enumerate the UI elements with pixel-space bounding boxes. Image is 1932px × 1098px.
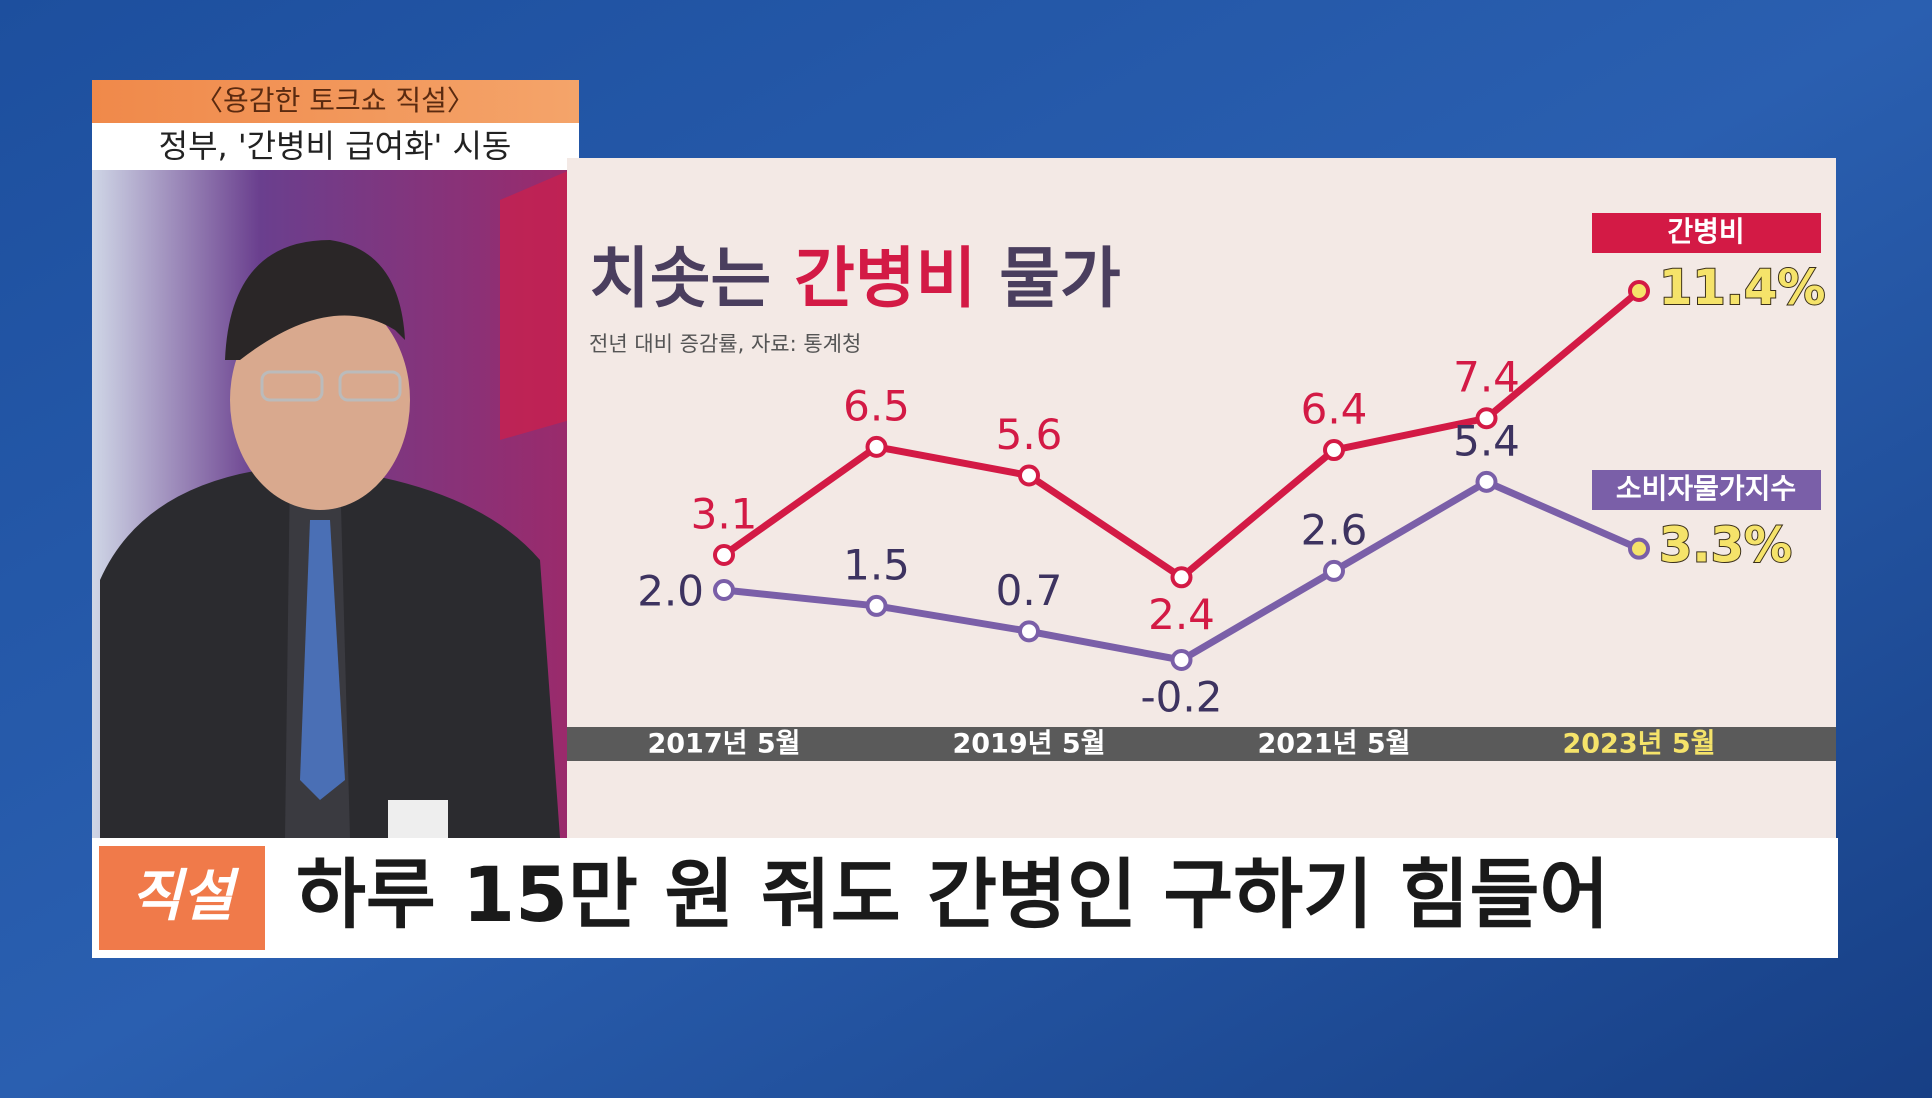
caption-bar (92, 838, 1838, 958)
value-label: 3.3% (1659, 518, 1792, 574)
value-label: 6.4 (1301, 385, 1368, 434)
data-point (1628, 280, 1650, 302)
value-label: 2.0 (637, 567, 704, 616)
value-label: 11.4% (1659, 260, 1826, 316)
data-point (1475, 407, 1498, 430)
x-tick-label: 2021년 5월 (1257, 729, 1410, 760)
x-axis-band (567, 727, 1836, 761)
caption-badge-text: 직설 (130, 864, 240, 929)
legend-label: 간병비 (1667, 215, 1744, 248)
data-point (1170, 649, 1193, 671)
data-point (1018, 620, 1040, 643)
value-label: 2.6 (1301, 505, 1368, 554)
legend-box (1592, 213, 1821, 253)
value-label: 5.6 (996, 410, 1063, 459)
data-point (1170, 566, 1193, 589)
data-point (713, 579, 735, 602)
data-point (1323, 559, 1345, 582)
data-point (1475, 470, 1498, 493)
data-point (1018, 464, 1040, 487)
value-label: 6.5 (843, 381, 910, 430)
caption-headline: 하루 15만 원 줘도 간병인 구하기 힘들어 (296, 850, 1609, 939)
data-point (713, 544, 735, 567)
studio-logo (500, 170, 570, 440)
chart-title: 치솟는 간병비 물가 (589, 240, 1121, 317)
caption-badge (99, 846, 265, 950)
x-tick-label: 2023년 5월 (1562, 729, 1715, 760)
data-point (1323, 439, 1345, 462)
legend-label: 소비자물가지수 (1616, 472, 1796, 505)
program-name: 〈용감한 토크쇼 직설〉 (195, 84, 475, 117)
data-point (865, 435, 888, 458)
x-tick-label: 2017년 5월 (647, 729, 800, 760)
program-tag (92, 80, 579, 123)
value-label: -0.2 (1141, 673, 1223, 722)
value-label: 0.7 (996, 566, 1063, 615)
data-point (865, 594, 888, 617)
data-point (1628, 537, 1650, 560)
value-label: 7.4 (1453, 353, 1520, 402)
value-label: 1.5 (843, 540, 910, 589)
topic-bar (92, 123, 579, 170)
value-label: 5.4 (1453, 416, 1520, 465)
value-label: 3.1 (691, 490, 758, 539)
program-topic: 정부, '간병비 급여화' 시동 (159, 127, 512, 165)
chart-subtitle: 전년 대비 증감률, 자료: 통계청 (589, 332, 861, 356)
legend-box (1592, 470, 1821, 510)
value-label: 2.4 (1148, 590, 1215, 639)
x-tick-label: 2019년 5월 (952, 729, 1105, 760)
presenter (100, 240, 560, 838)
